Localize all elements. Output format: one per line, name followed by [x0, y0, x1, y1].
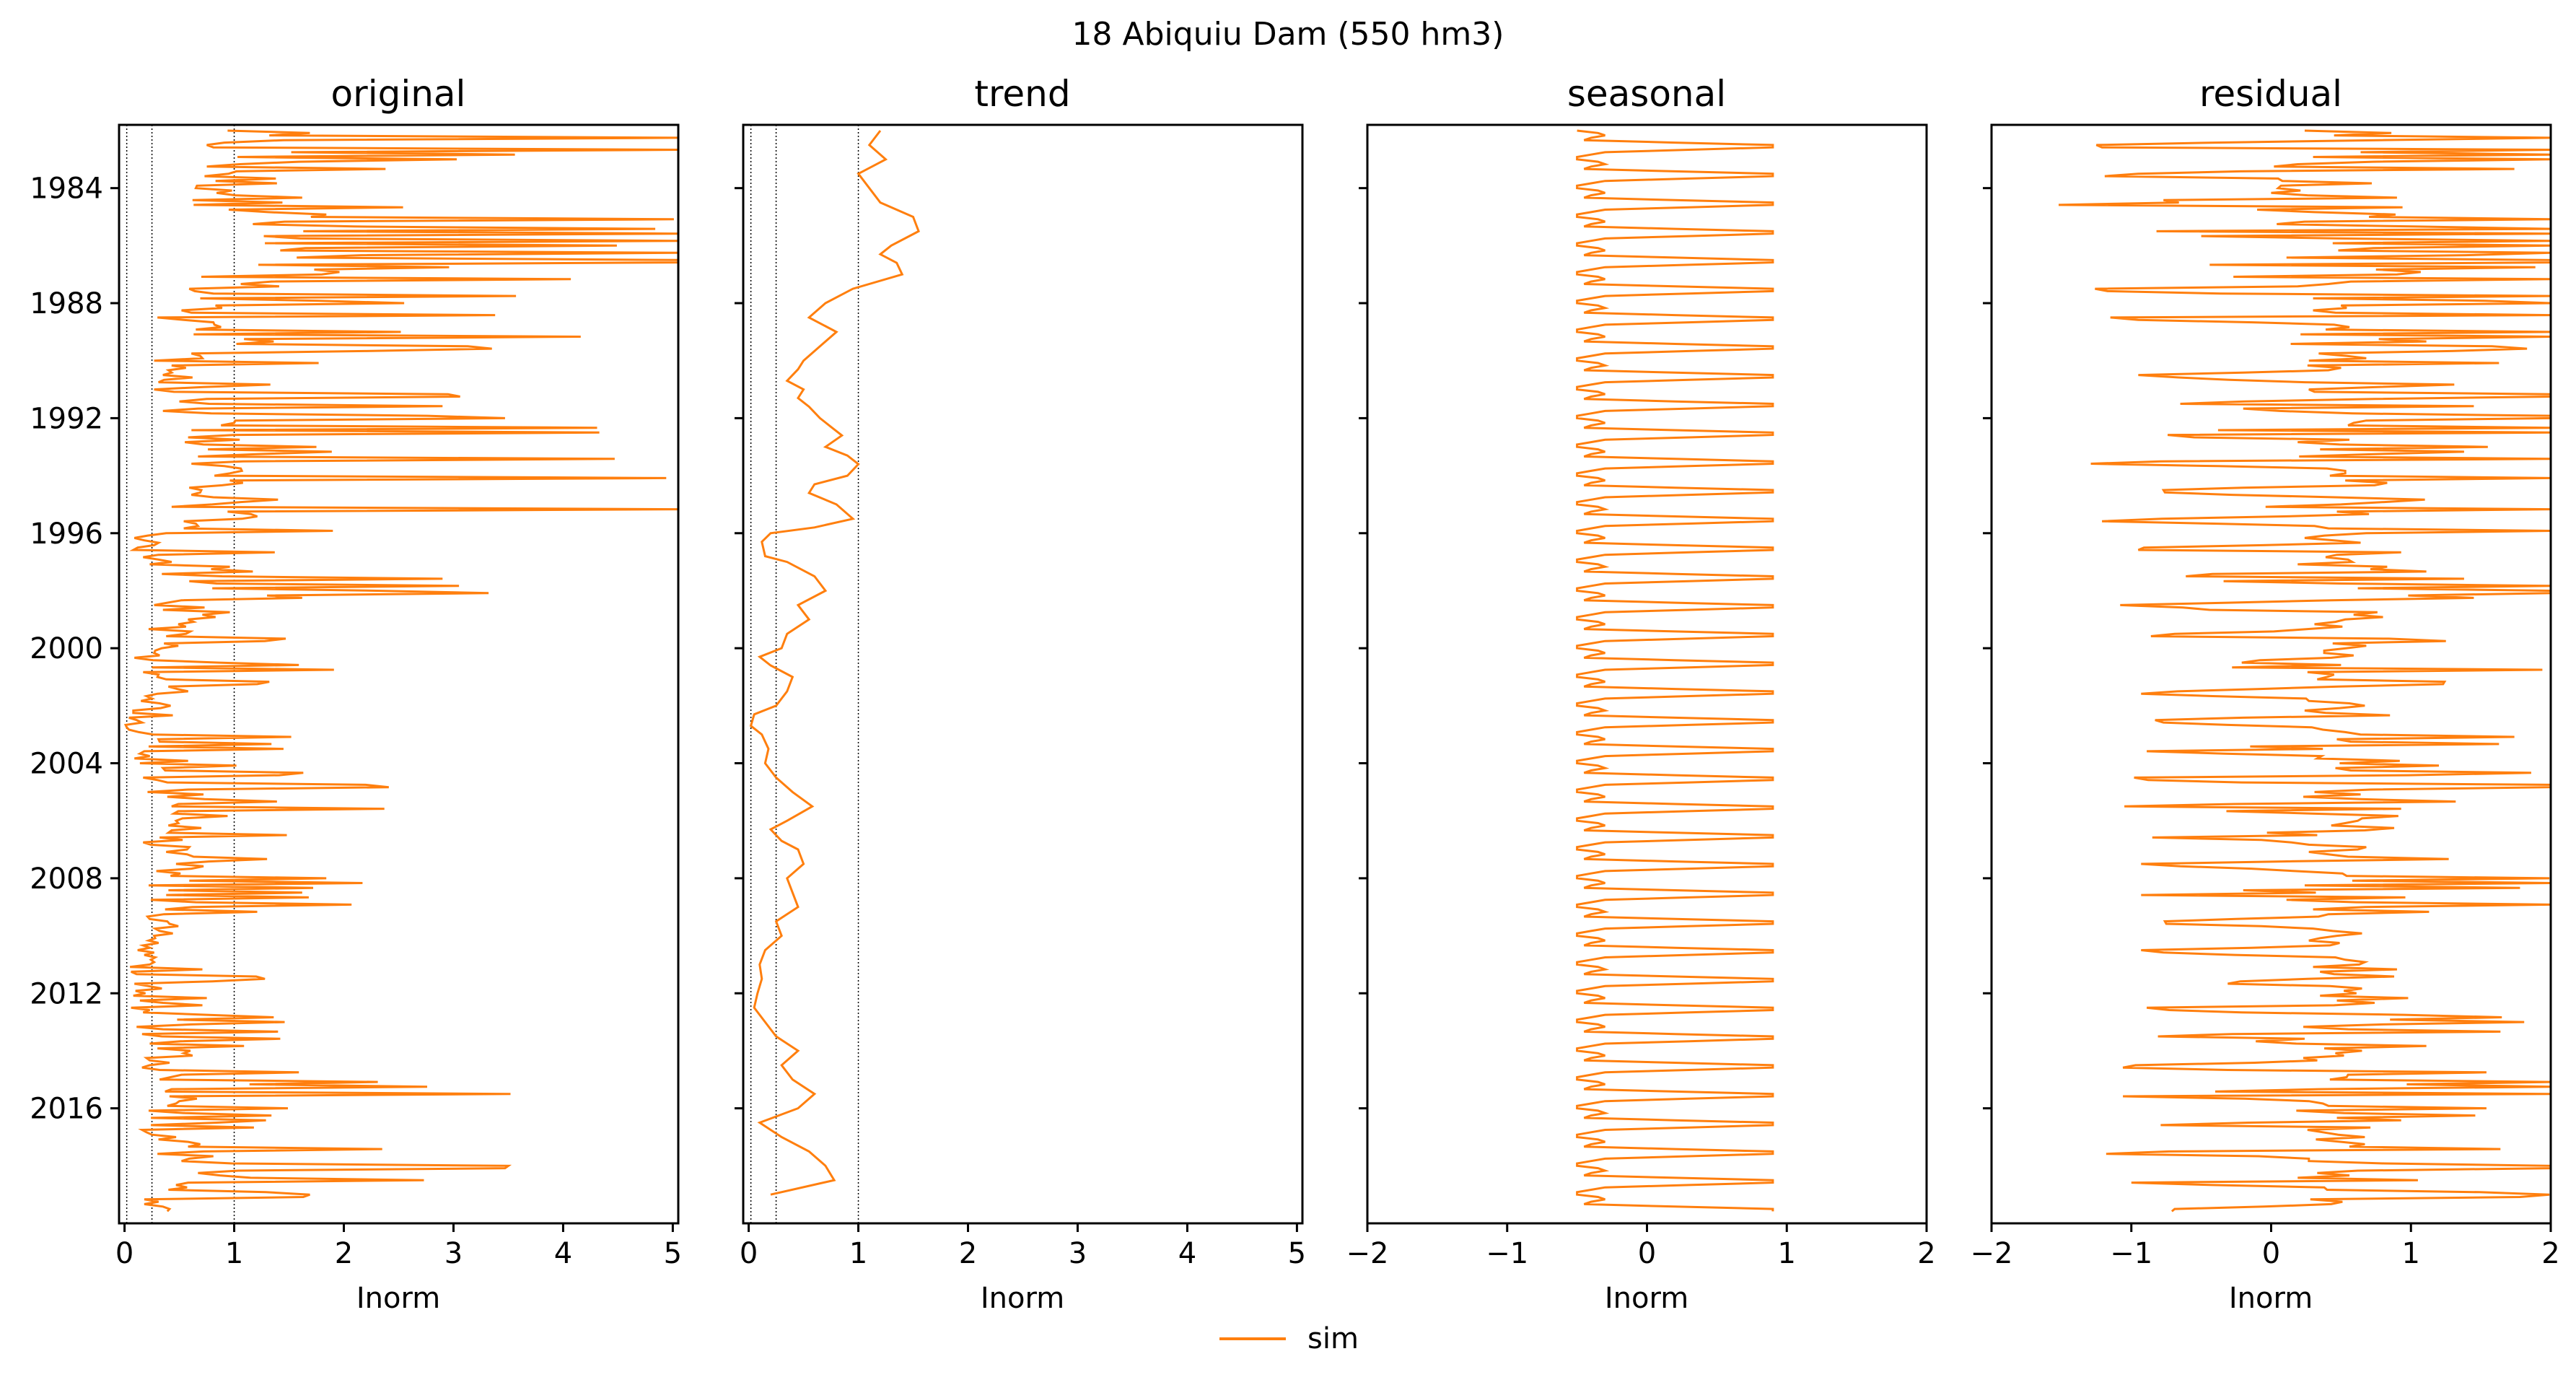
- x-tick-label: 5: [664, 1237, 682, 1270]
- x-tick-label: 1: [1778, 1237, 1796, 1270]
- plot-area-trend: [749, 125, 920, 1223]
- x-tick-label: −1: [2110, 1237, 2152, 1270]
- y-ticks-seasonal: [1359, 187, 1367, 1110]
- x-axis-label-residual: Inorm: [2229, 1282, 2313, 1315]
- y-tick-label: 1984: [30, 172, 103, 206]
- y-tick-label: 2008: [30, 862, 103, 896]
- x-axis-label-trend: Inorm: [981, 1282, 1064, 1315]
- y-ticks-trend: [735, 187, 743, 1110]
- x-tick-label: 1: [2402, 1237, 2420, 1270]
- plot-area-residual: [2058, 129, 2552, 1213]
- y-tick-label: 2004: [30, 748, 103, 781]
- axes-frame-seasonal: [1366, 123, 1928, 1225]
- x-tick-label: −2: [1346, 1237, 1389, 1270]
- x-tick-label: 2: [959, 1237, 977, 1270]
- series-line-sim: [123, 129, 680, 1213]
- y-tick-label: 2012: [30, 977, 103, 1010]
- panel-title-seasonal: seasonal: [1567, 73, 1726, 115]
- x-ticks-seasonal: −2 −1 0 1 2: [1346, 1223, 1936, 1270]
- x-tick-label: 1: [849, 1237, 867, 1270]
- y-tick-label: 2016: [30, 1093, 103, 1126]
- x-tick-label: 2: [2541, 1237, 2559, 1270]
- panel-trend: trend 0 1 2 3 4 5 Inorm: [735, 73, 1306, 1315]
- y-ticks-original: 1984 1988 1992 1996 2000 2004 2008 2012 2016: [30, 172, 119, 1126]
- axes-frame-trend: [742, 123, 1304, 1225]
- x-tick-label: 0: [115, 1237, 133, 1270]
- x-tick-label: −2: [1971, 1237, 2013, 1270]
- x-tick-label: 0: [740, 1237, 758, 1270]
- x-tick-label: 0: [1638, 1237, 1656, 1270]
- series-line-sim: [2058, 129, 2552, 1213]
- x-tick-label: 4: [1178, 1237, 1196, 1270]
- panel-title-trend: trend: [974, 73, 1070, 115]
- x-tick-label: 3: [1069, 1237, 1087, 1270]
- axes-frame-residual: [1990, 123, 2552, 1225]
- panel-title-residual: residual: [2199, 73, 2342, 115]
- x-tick-label: 3: [444, 1237, 463, 1270]
- y-tick-label: 2000: [30, 632, 103, 665]
- panel-seasonal: seasonal −2 −1 0 1 2 Inorm: [1346, 73, 1936, 1315]
- x-tick-label: 5: [1288, 1237, 1306, 1270]
- x-ticks-original: 0 1 2 3 4 5: [115, 1223, 682, 1270]
- panel-title-original: original: [331, 73, 466, 115]
- x-tick-label: 4: [554, 1237, 572, 1270]
- x-axis-label-original: Inorm: [356, 1282, 440, 1315]
- y-tick-label: 1996: [30, 517, 103, 551]
- x-tick-label: 0: [2262, 1237, 2280, 1270]
- panel-residual: residual −2 −1 0 1 2 Inorm: [1971, 73, 2560, 1315]
- figure-title: 18 Abiquiu Dam (550 hm3): [1072, 16, 1504, 53]
- plot-area-original: [123, 125, 680, 1223]
- y-ticks-residual: [1983, 187, 1992, 1110]
- x-ticks-trend: 0 1 2 3 4 5: [740, 1223, 1306, 1270]
- y-tick-label: 1992: [30, 402, 103, 435]
- series-line-sim: [749, 130, 920, 1196]
- x-tick-label: 2: [335, 1237, 353, 1270]
- legend: sim: [1219, 1322, 1359, 1355]
- x-tick-label: 1: [225, 1237, 243, 1270]
- x-ticks-residual: −2 −1 0 1 2: [1971, 1223, 2560, 1270]
- x-tick-label: 2: [1917, 1237, 1935, 1270]
- panel-original: original 0 1 2 3 4 5 1984 1988 1992 1996 2000 2004…: [30, 73, 682, 1315]
- x-axis-label-seasonal: Inorm: [1605, 1282, 1688, 1315]
- plot-area-seasonal: [1576, 129, 1774, 1212]
- legend-label-sim: sim: [1307, 1322, 1359, 1355]
- y-tick-label: 1988: [30, 287, 103, 320]
- x-tick-label: −1: [1486, 1237, 1528, 1270]
- series-line-sim: [1576, 129, 1774, 1212]
- axes-frame-original: [118, 123, 680, 1225]
